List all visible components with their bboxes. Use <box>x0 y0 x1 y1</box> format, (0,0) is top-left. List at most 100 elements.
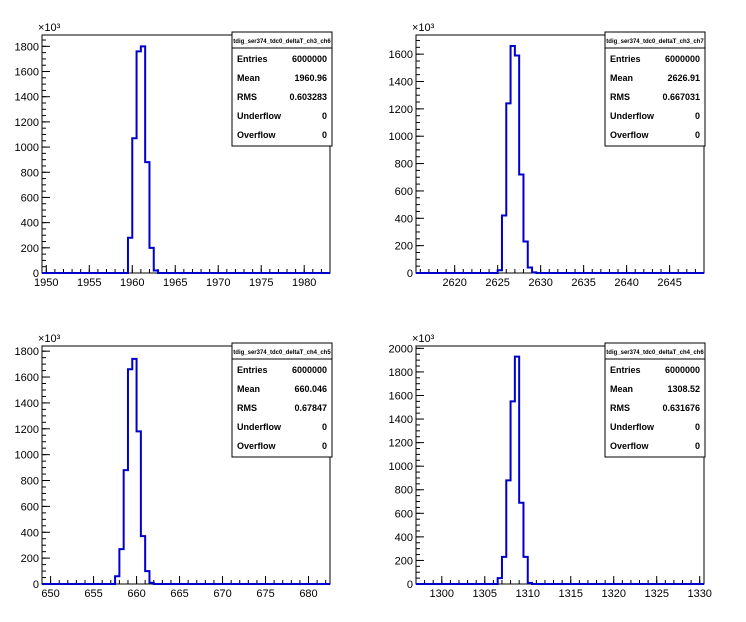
stats-value-underflow: 0 <box>322 422 327 432</box>
stats-value-underflow: 0 <box>322 111 327 121</box>
x-tick-label: 2640 <box>614 277 638 289</box>
stats-label-rms: RMS <box>610 92 630 102</box>
stats-value-mean: 1308.52 <box>667 384 700 394</box>
y-tick-label: 600 <box>21 192 39 204</box>
stats-title: tdig_ser374_tdc0_deltaT_ch4_ch5 <box>233 350 331 356</box>
y-tick-label: 1200 <box>15 117 39 129</box>
y-tick-label: 0 <box>407 579 413 591</box>
stats-label-mean: Mean <box>610 73 633 83</box>
x-tick-label: 670 <box>213 588 231 600</box>
y-tick-label: 1200 <box>389 104 413 116</box>
x-tick-label: 655 <box>84 588 102 600</box>
x-tick-label: 1965 <box>163 277 187 289</box>
stats-title: tdig_ser374_tdc0_deltaT_ch4_ch6 <box>606 350 704 356</box>
stats-box: tdig_ser374_tdc0_deltaT_ch3_ch6 Entries 60… <box>231 31 333 147</box>
stats-value-entries: 6000000 <box>665 365 700 375</box>
stats-label-mean: Mean <box>237 73 260 83</box>
stats-value-rms: 0.603283 <box>289 92 327 102</box>
y-tick-label: 800 <box>395 159 413 171</box>
y-tick-label: 1400 <box>389 77 413 89</box>
x-tick-label: 1300 <box>430 588 454 600</box>
y-tick-label: 2000 <box>389 343 413 355</box>
y-tick-label: 1400 <box>15 398 39 410</box>
stats-box-frame <box>231 342 333 458</box>
y-tick-label: 1600 <box>389 390 413 402</box>
stats-title: tdig_ser374_tdc0_deltaT_ch3_ch7 <box>606 39 704 45</box>
x-tick-label: 650 <box>41 588 59 600</box>
x-tick-label: 1330 <box>687 588 711 600</box>
stats-label-overflow: Overflow <box>237 441 277 451</box>
y-tick-label: 600 <box>395 186 413 198</box>
y-tick-label: 1000 <box>15 142 39 154</box>
y-tick-label: 1000 <box>389 131 413 143</box>
stats-value-mean: 2626.91 <box>667 73 700 83</box>
x-tick-label: 1305 <box>473 588 497 600</box>
x-tick-label: 1950 <box>34 277 58 289</box>
x-tick-label: 1960 <box>120 277 144 289</box>
x-tick-label: 2635 <box>571 277 595 289</box>
stats-label-entries: Entries <box>610 365 641 375</box>
stats-value-entries: 6000000 <box>292 54 327 64</box>
stats-box-frame <box>604 31 706 147</box>
x-tick-label: 675 <box>256 588 274 600</box>
y-tick-label: 400 <box>21 218 39 230</box>
stats-label-overflow: Overflow <box>610 441 650 451</box>
x-tick-label: 1320 <box>601 588 625 600</box>
stats-label-underflow: Underflow <box>610 111 655 121</box>
y-tick-label: 1600 <box>15 67 39 79</box>
histogram-pad-2: 0 200 400 600 800 1000 1200 1400 1600 2620 2625 263… <box>389 22 706 289</box>
histogram-pad-1: 0 200 400 600 800 1000 1200 1400 1600 1800 1950 195… <box>15 22 333 289</box>
y-tick-label: 1800 <box>389 367 413 379</box>
y-tick-label: 800 <box>21 476 39 488</box>
histogram-line <box>416 44 704 274</box>
stats-value-mean: 1960.96 <box>294 73 327 83</box>
stats-box: tdig_ser374_tdc0_deltaT_ch3_ch7 Entries 60… <box>604 31 706 147</box>
stats-label-mean: Mean <box>237 384 260 394</box>
y-tick-label: 1800 <box>15 346 39 358</box>
stats-label-entries: Entries <box>237 54 268 64</box>
y-tick-label: 200 <box>395 241 413 253</box>
y-tick-label: 400 <box>395 213 413 225</box>
stats-value-mean: 660.046 <box>294 384 327 394</box>
stats-value-entries: 6000000 <box>292 365 327 375</box>
y-multiplier-label: ×10³ <box>38 333 61 345</box>
stats-label-overflow: Overflow <box>610 130 650 140</box>
stats-label-rms: RMS <box>237 92 257 102</box>
stats-value-underflow: 0 <box>695 111 700 121</box>
y-tick-label: 1200 <box>15 424 39 436</box>
x-tick-label: 1315 <box>559 588 583 600</box>
stats-label-overflow: Overflow <box>237 130 277 140</box>
y-multiplier-label: ×10³ <box>412 333 435 345</box>
x-tick-label: 660 <box>127 588 145 600</box>
x-tick-label: 1955 <box>77 277 101 289</box>
x-tick-label: 665 <box>170 588 188 600</box>
y-tick-label: 600 <box>395 508 413 520</box>
y-tick-label: 1400 <box>15 92 39 104</box>
stats-value-rms: 0.67847 <box>294 403 327 413</box>
stats-box: tdig_ser374_tdc0_deltaT_ch4_ch5 Entries 60… <box>231 342 333 458</box>
y-tick-label: 600 <box>21 501 39 513</box>
y-tick-label: 1400 <box>389 414 413 426</box>
histogram-line <box>416 355 704 585</box>
y-tick-label: 400 <box>395 532 413 544</box>
x-tick-label: 2620 <box>442 277 466 289</box>
stats-label-underflow: Underflow <box>237 422 282 432</box>
x-tick-label: 1970 <box>206 277 230 289</box>
stats-box-frame <box>604 342 706 458</box>
stats-value-overflow: 0 <box>695 441 700 451</box>
y-tick-label: 1800 <box>15 41 39 53</box>
stats-value-overflow: 0 <box>322 441 327 451</box>
x-tick-label: 2625 <box>485 277 509 289</box>
stats-label-rms: RMS <box>610 403 630 413</box>
y-tick-label: 1000 <box>389 461 413 473</box>
stats-value-rms: 0.667031 <box>662 92 700 102</box>
stats-title: tdig_ser374_tdc0_deltaT_ch3_ch6 <box>233 39 331 45</box>
x-tick-label: 1325 <box>644 588 668 600</box>
y-tick-label: 200 <box>395 555 413 567</box>
y-multiplier-label: ×10³ <box>38 22 61 34</box>
stats-value-entries: 6000000 <box>665 54 700 64</box>
x-tick-label: 2630 <box>528 277 552 289</box>
x-tick-label: 1975 <box>249 277 273 289</box>
histogram-line <box>42 357 330 585</box>
